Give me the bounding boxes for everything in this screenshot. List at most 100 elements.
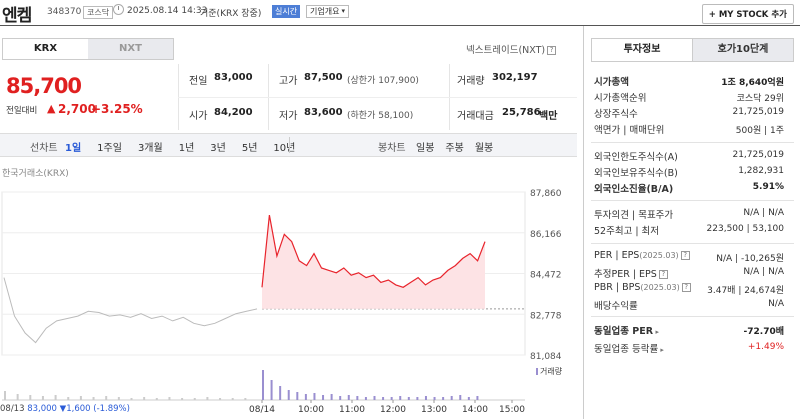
- volume-bar: [450, 396, 453, 400]
- help-icon[interactable]: ?: [681, 283, 691, 292]
- volume-bar: [92, 397, 95, 400]
- volume-value: 302,197: [492, 72, 538, 83]
- prev-day-summary: 08/13 83,000 ▼1,600 (-1.89%): [0, 404, 130, 414]
- datetime: 2025.08.14 14:33: [127, 6, 208, 16]
- clock-icon: [113, 4, 124, 15]
- chevron-right-icon[interactable]: ▸: [653, 328, 659, 336]
- info-value: +1.49%: [747, 342, 784, 352]
- x-tick-label: 13:00: [421, 405, 447, 415]
- volume-bar: [54, 395, 57, 400]
- clock-hand: [118, 6, 119, 10]
- today-line: [261, 214, 486, 288]
- x-tick-label: 14:00: [462, 405, 488, 415]
- open-label: 시가: [189, 111, 208, 122]
- help-icon[interactable]: ?: [680, 251, 690, 260]
- help-icon[interactable]: ?: [658, 270, 668, 279]
- current-price: 85,700: [6, 74, 82, 98]
- candle-monthly[interactable]: 월봉: [474, 143, 494, 154]
- info-label: 외국인한도주식수(A): [594, 152, 678, 163]
- volume-bar: [279, 386, 282, 400]
- company-overview-button[interactable]: 기업개요 ▾: [306, 5, 349, 18]
- volume-label: 거래량: [540, 366, 563, 376]
- period-3y[interactable]: 3년: [210, 143, 226, 154]
- company-overview-label: 기업개요: [310, 7, 340, 16]
- y-tick-label: 87,860: [530, 189, 562, 199]
- volume-bar: [322, 395, 325, 400]
- chart-source: 한국거래소(KRX): [2, 169, 69, 179]
- realtime-badge: 실시간: [272, 5, 301, 18]
- volume-bar: [262, 370, 264, 400]
- nxt-link[interactable]: 넥스트레이드(NXT)?: [466, 42, 557, 56]
- period-10y[interactable]: 10년: [273, 143, 296, 154]
- tab-krx[interactable]: KRX: [3, 39, 88, 59]
- volume-bar: [206, 397, 209, 400]
- x-tick-label: 11:00: [339, 405, 365, 415]
- tab-order-book[interactable]: 호가10단계: [692, 39, 793, 61]
- prev-day-date: 08/13: [0, 404, 25, 414]
- volume-bar: [339, 396, 342, 400]
- info-label: PER | EPS(2025.03)?: [594, 250, 690, 261]
- info-value: N/A | N/A: [743, 267, 784, 277]
- x-tick-label: 12:00: [380, 405, 406, 415]
- volume-label: 거래량: [457, 76, 485, 87]
- tab-invest-info[interactable]: 투자정보: [592, 39, 692, 61]
- volume-bar: [4, 391, 6, 400]
- info-label: PBR | BPS(2025.03)?: [594, 282, 691, 293]
- volume-bar: [287, 390, 290, 400]
- prev-day-change: 1,600: [66, 404, 91, 414]
- info-label: 동일업종 PER ▸: [594, 326, 659, 337]
- period-1d[interactable]: 1일: [65, 143, 82, 154]
- chevron-right-icon[interactable]: ▸: [658, 346, 664, 354]
- nxt-link-label: 넥스트레이드(NXT): [466, 45, 546, 56]
- volume-bar: [270, 380, 273, 400]
- market-badge: 코스닥: [83, 6, 114, 19]
- volume-bar: [373, 396, 376, 400]
- candle-tabs: 일봉 주봉 월봉: [416, 139, 493, 154]
- volume-bar: [117, 397, 120, 400]
- change-pct: +3.25%: [91, 102, 143, 116]
- volume-bar: [356, 396, 359, 400]
- info-label: 외국인보유주식수(B): [594, 168, 678, 179]
- right-panel-tabs: 투자정보 호가10단계: [591, 38, 794, 62]
- info-label: 시가총액: [594, 77, 629, 88]
- period-1y[interactable]: 1년: [178, 143, 195, 154]
- info-label: 상장주식수: [594, 109, 638, 120]
- tab-nxt[interactable]: NXT: [88, 39, 173, 59]
- low-label: 저가: [279, 111, 298, 122]
- volume-bar: [467, 397, 470, 400]
- volume-bar: [155, 398, 158, 400]
- volume-bar: [29, 395, 32, 400]
- help-icon[interactable]: ?: [547, 46, 557, 55]
- volume-bar: [399, 396, 402, 400]
- upper-limit: (상한가 107,900): [347, 76, 419, 86]
- volume-bar: [433, 397, 436, 400]
- volume-bar: [424, 396, 427, 400]
- info-value: 3.47배 | 24,674원: [707, 286, 784, 296]
- info-value: N/A: [768, 299, 784, 309]
- prev-close-value: 83,000: [214, 72, 253, 83]
- candle-weekly[interactable]: 주봉: [445, 143, 464, 154]
- basis-text: 기준(KRX 장중): [200, 9, 262, 19]
- volume-bar: [313, 393, 316, 400]
- info-value: 1,282,931: [738, 166, 784, 176]
- period-3m[interactable]: 3개월: [137, 143, 163, 154]
- period-5y[interactable]: 5년: [241, 143, 258, 154]
- prev-close-label: 전일: [189, 76, 208, 87]
- volume-bar: [347, 395, 350, 400]
- info-label: 시가총액순위: [594, 93, 647, 104]
- info-value: 500원 | 1주: [735, 126, 784, 136]
- prev-day-close: 83,000: [27, 404, 57, 414]
- volume-bar: [364, 397, 367, 400]
- info-value: 223,500 | 53,100: [706, 224, 784, 234]
- y-tick-label: 86,166: [530, 230, 562, 240]
- info-label: 동일업종 등락률 ▸: [594, 344, 664, 355]
- candle-daily[interactable]: 일봉: [416, 143, 435, 154]
- my-stock-add-button[interactable]: + MY STOCK 추가: [701, 4, 794, 24]
- info-label: 52주최고 | 최저: [594, 226, 660, 237]
- period-1w[interactable]: 1주일: [97, 143, 122, 154]
- volume-legend-swatch: [536, 368, 538, 375]
- volume-bar: [79, 396, 82, 400]
- high-label: 고가: [279, 76, 298, 87]
- volume-bar: [16, 394, 19, 400]
- volume-bar: [330, 394, 333, 400]
